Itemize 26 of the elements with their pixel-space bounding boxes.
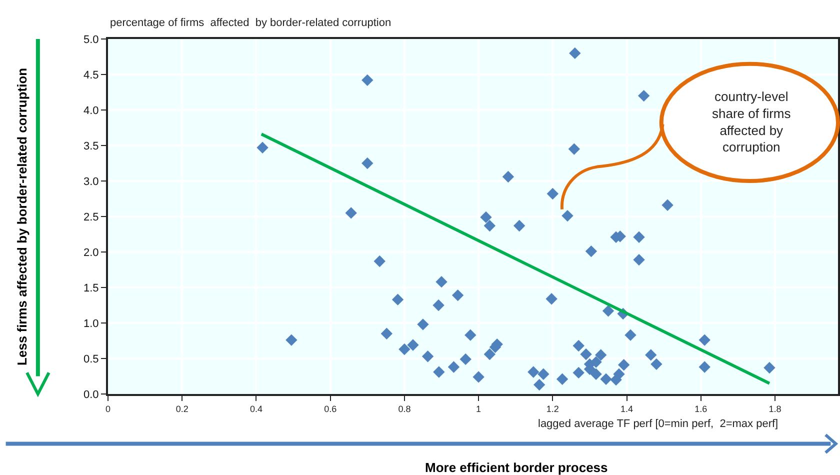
x-tick-label: 0.4 xyxy=(250,404,262,414)
x-tick-label: 0.6 xyxy=(324,404,337,414)
annotation: country-level share of firms affected by corruption xyxy=(712,89,792,155)
y-tick-label: 4.5 xyxy=(84,69,99,82)
y-tick-label: 0.5 xyxy=(84,353,99,366)
x-tick-label: 0 xyxy=(105,404,111,414)
x-tick-label: 1.6 xyxy=(694,404,708,414)
y-tick-label: 4.0 xyxy=(84,104,99,117)
x-tick-label: 1.2 xyxy=(546,404,559,414)
x-tick-label: 1 xyxy=(476,404,482,414)
text: More efficient border process xyxy=(425,460,608,475)
y-tick-label: 2.0 xyxy=(84,246,99,259)
y-axis-title: percentage of firms affected by border-related corruption xyxy=(110,17,392,29)
y-tick-label: 1.5 xyxy=(84,282,99,294)
y-tick-label: 3.0 xyxy=(84,176,99,188)
x-tick-label: 1.8 xyxy=(768,404,782,414)
text: Less firms affected by border-related corruption xyxy=(14,68,30,366)
x-tick-label: 0.2 xyxy=(176,404,188,414)
x-tick-label: 0.8 xyxy=(398,404,411,414)
y-tick-label: 5.0 xyxy=(84,34,99,46)
y-tick-label: 1.0 xyxy=(84,318,99,330)
x-tick-label: 1.4 xyxy=(620,404,634,414)
y-tick-label: 2.5 xyxy=(84,211,99,224)
y-tick-label: 3.5 xyxy=(84,140,99,152)
x-axis-title: lagged average TF perf [0=min perf, 2=max perf] xyxy=(538,418,778,430)
y-tick-label: 0.0 xyxy=(84,388,99,401)
